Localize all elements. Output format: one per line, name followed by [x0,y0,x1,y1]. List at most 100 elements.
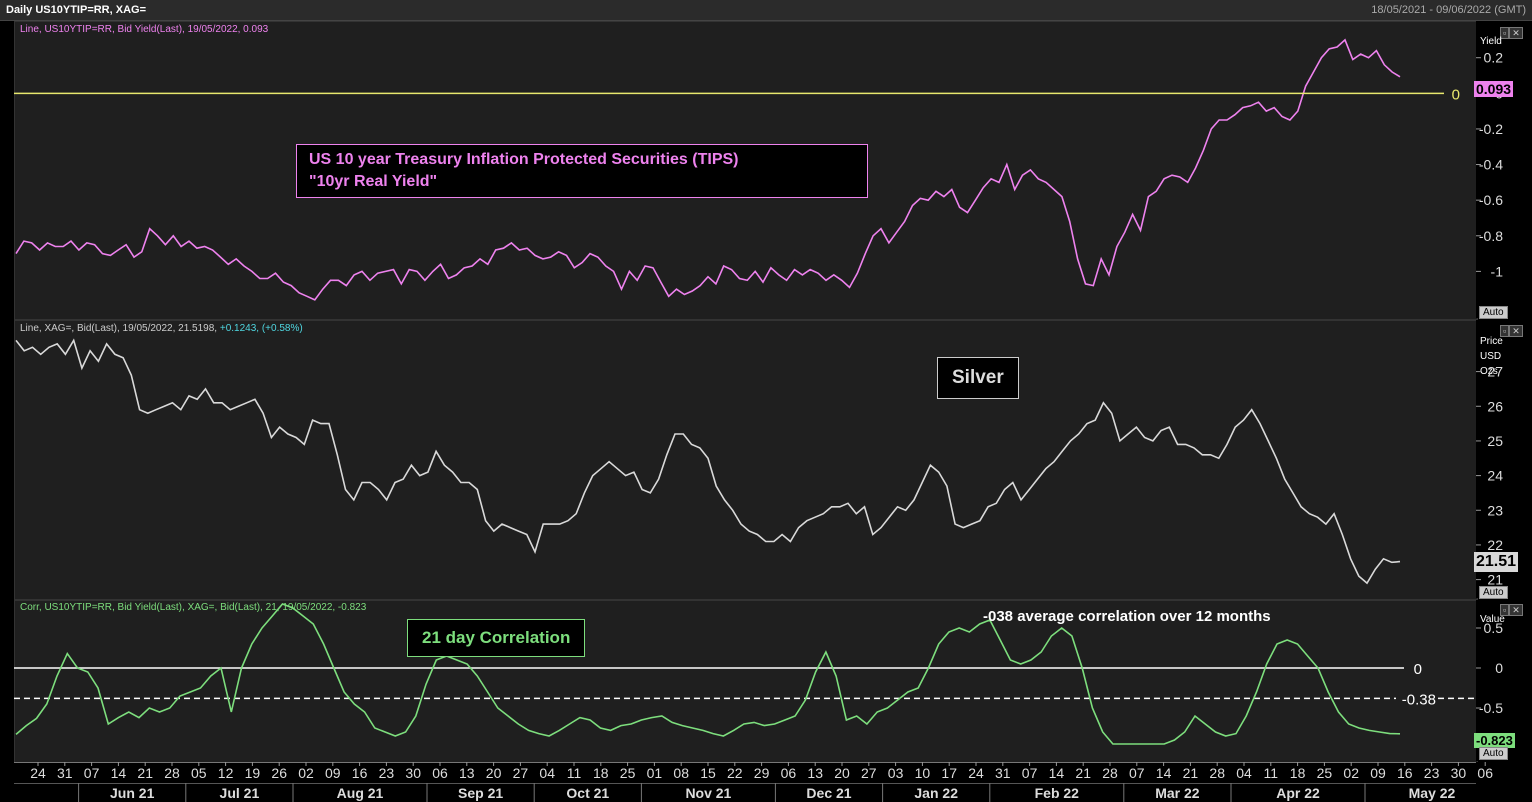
x-axis-tick-label: 27 [861,765,877,781]
x-axis-tick-label: 14 [1049,765,1065,781]
x-axis-month-label: Nov 21 [685,785,731,801]
x-axis-tick-label: 23 [379,765,395,781]
corr-average-note: -038 average correlation over 12 months [983,608,1271,625]
x-axis-tick-label: 23 [1424,765,1440,781]
tips-axis-label: Yield [1480,36,1502,47]
silver-axis [1476,320,1532,598]
x-axis-tick-label: 09 [325,765,341,781]
tips-ytick-label: 0.2 [1484,50,1504,66]
tips-ytick-label: -0.2 [1479,121,1503,137]
x-axis-tick-label: 18 [593,765,609,781]
x-axis-tick-label: 07 [1129,765,1145,781]
x-axis-tick-label: 09 [1370,765,1386,781]
close-icon[interactable]: ✕ [1509,325,1523,337]
x-axis-month-label: Jun 21 [110,785,155,801]
silver-panel-controls[interactable]: ▫ ✕ [1500,321,1523,339]
close-icon[interactable]: ✕ [1509,27,1523,39]
x-axis-month-label: Sep 21 [458,785,503,801]
x-axis-tick-label: 14 [111,765,127,781]
x-axis-tick-label: 17 [941,765,957,781]
corr-annotation: 21 day Correlation [407,619,586,657]
x-axis-tick-label: 31 [57,765,73,781]
corr-ytick-label: 0.5 [1484,620,1504,636]
x-axis: 24 31 07 14 21 28 05 12 19 26 02 09 16 23 30 06 13 20 27 04… [0,762,1532,802]
corr-average-label: -0.38 [1402,691,1436,708]
tips-chart: 0.20-0.2-0.4-0.6-0.8-10 [14,38,1504,301]
close-icon[interactable]: ✕ [1509,604,1523,616]
x-axis-tick-label: 01 [647,765,663,781]
x-axis-tick-label: 21 [1075,765,1091,781]
x-axis-month-label: Apr 22 [1276,785,1320,801]
x-axis-tick-label: 04 [1236,765,1252,781]
x-axis-month-label: Aug 21 [337,785,384,801]
tips-last-value: 0.093 [1474,81,1514,97]
corr-panel[interactable] [14,600,1478,763]
tips-auto-button[interactable]: Auto [1479,306,1508,319]
corr-auto-button[interactable]: Auto [1479,747,1508,760]
tips-axis [1476,21,1532,318]
silver-ytick-label: 24 [1487,468,1503,484]
corr-chart: 0.5 0 -0.5 0 -0.38 [14,603,1504,745]
tips-ytick-label: -0.6 [1479,192,1503,208]
x-axis-tick-label: 20 [486,765,502,781]
corr-last-value: -0.823 [1474,733,1515,748]
tips-header: Line, US10YTIP=RR, Bid Yield(Last), 19/0… [20,24,269,35]
x-axis-month-label: Oct 21 [566,785,609,801]
x-axis-tick-label: 11 [1264,765,1279,781]
silver-axis-label-3: Ozs [1480,366,1498,377]
silver-ytick-label: 25 [1487,433,1503,449]
x-axis-tick-label: 05 [191,765,207,781]
x-axis-tick-label: 02 [298,765,314,781]
window-title: Daily US10YTIP=RR, XAG= [6,4,146,16]
silver-chart: 27 26 25 24 23 22 21 [15,338,1503,588]
tips-ytick-label: -0.8 [1479,228,1503,244]
maximize-icon[interactable]: ▫ [1500,27,1510,39]
corr-axis-label: Value [1480,614,1505,625]
silver-panel[interactable] [14,320,1478,600]
silver-auto-button[interactable]: Auto [1479,586,1508,599]
x-axis-tick-label: 28 [1102,765,1118,781]
x-axis-tick-label: 20 [834,765,850,781]
silver-header-change: +0.1243, (+0.58%) [219,323,303,334]
x-axis-tick-label: 13 [459,765,475,781]
x-axis-tick-label: 21 [1183,765,1199,781]
silver-axis-label: Price USD Ozs [1480,334,1503,379]
x-axis-month-label: Dec 21 [806,785,851,801]
x-axis-tick-label: 06 [432,765,448,781]
silver-ytick-label: 27 [1487,364,1503,380]
x-axis-tick-label: 04 [539,765,555,781]
x-axis-month-label: May 22 [1409,785,1456,801]
x-axis-tick-label: 28 [164,765,180,781]
maximize-icon[interactable]: ▫ [1500,604,1510,616]
x-axis-month-label: Jul 21 [220,785,260,801]
x-axis-tick-label: 25 [1317,765,1333,781]
silver-header-main: Line, XAG=, Bid(Last), 19/05/2022, 21.51… [20,323,220,334]
x-axis-tick-label: 18 [1290,765,1306,781]
x-axis-tick-label: 15 [700,765,716,781]
x-axis-tick-label: 25 [620,765,636,781]
silver-axis-label-1: Price [1480,336,1503,347]
x-axis-tick-label: 30 [405,765,421,781]
x-axis-month-label: Mar 22 [1155,785,1200,801]
tips-annotation-line1: US 10 year Treasury Inflation Protected … [309,151,739,168]
tips-panel-controls[interactable]: ▫ ✕ [1500,23,1523,41]
title-bar: Daily US10YTIP=RR, XAG= 18/05/2021 - 09/… [0,0,1532,21]
silver-series-line [15,338,1401,585]
x-axis-tick-label: 19 [245,765,261,781]
tips-annotation: US 10 year Treasury Inflation Protected … [296,144,868,198]
corr-panel-controls[interactable]: ▫ ✕ [1500,600,1523,618]
x-axis-tick-label: 02 [1343,765,1359,781]
silver-last-value: 21.51 [1474,552,1519,572]
x-axis-background [0,762,1532,802]
x-axis-tick-label: 12 [218,765,234,781]
maximize-icon[interactable]: ▫ [1500,325,1510,337]
silver-ytick-label: 22 [1487,537,1503,553]
x-axis-tick-label: 03 [888,765,904,781]
tips-ytick-label: -0.4 [1479,157,1503,173]
x-axis-month-label: Feb 22 [1035,785,1080,801]
tips-zero-label: 0 [1452,86,1460,103]
x-axis-tick-label: 06 [781,765,797,781]
x-axis-tick-label: 14 [1156,765,1172,781]
x-axis-tick-label: 31 [995,765,1011,781]
x-axis-tick-label: 21 [137,765,153,781]
